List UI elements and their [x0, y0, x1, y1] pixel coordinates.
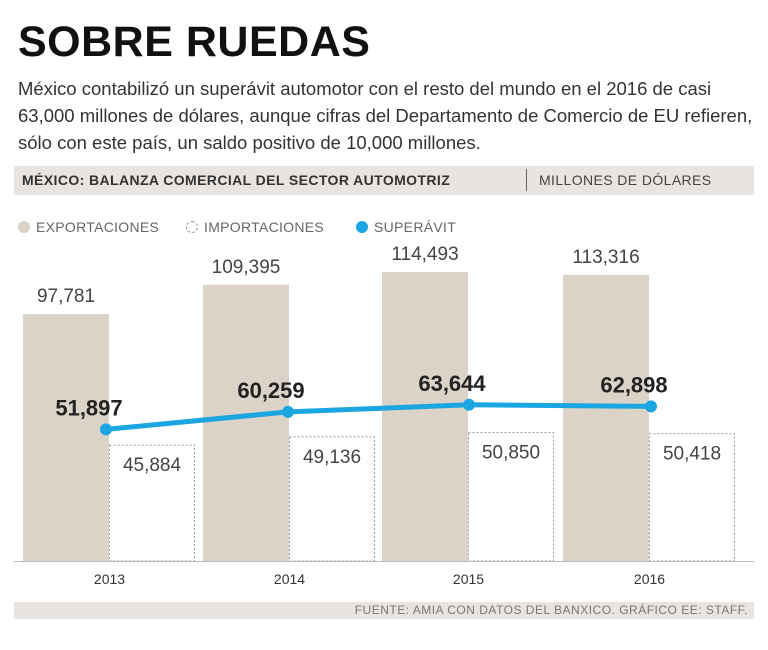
- import-bar-2016: [649, 433, 735, 562]
- legend-swatch-surplus: [356, 221, 368, 233]
- legend-item-surplus: SUPERÁVIT: [356, 219, 456, 235]
- surplus-point-2015: [463, 398, 475, 411]
- source-note: FUENTE: AMIA CON DATOS DEL BANXICO. GRÁF…: [354, 603, 748, 617]
- chart-header-unit: MILLONES DE DÓLARES: [539, 172, 712, 188]
- surplus-point-2016: [645, 400, 657, 413]
- surplus-value-label-2016: 62,898: [600, 372, 667, 397]
- chart-header-title: MÉXICO: BALANZA COMERCIAL DEL SECTOR AUT…: [22, 172, 451, 188]
- export-value-label-2016: 113,316: [572, 247, 639, 268]
- legend-label-surplus: SUPERÁVIT: [374, 219, 457, 235]
- export-value-label-2015: 114,493: [391, 244, 458, 265]
- surplus-value-label-2015: 63,644: [418, 371, 486, 396]
- legend-label-exports: EXPORTACIONES: [36, 219, 160, 235]
- export-bar-2013: [23, 314, 109, 561]
- x-tick-label-2015: 2015: [453, 571, 484, 587]
- x-tick-label-2014: 2014: [274, 571, 305, 587]
- import-value-label-2016: 50,418: [663, 444, 721, 465]
- export-bar-2015: [382, 271, 468, 561]
- x-tick-label-2016: 2016: [634, 571, 665, 587]
- legend-label-imports: IMPORTACIONES: [204, 219, 325, 235]
- legend-swatch-exports: [18, 221, 30, 233]
- header-divider: [526, 169, 527, 191]
- surplus-line: [105, 402, 652, 432]
- import-value-label-2015: 50,850: [482, 443, 540, 464]
- import-bar-2014: [289, 436, 375, 562]
- legend-item-exports: EXPORTACIONES: [18, 219, 159, 235]
- import-bar-2013: [109, 444, 195, 562]
- import-value-label-2014: 49,136: [303, 447, 361, 468]
- import-bar-2015: [468, 432, 554, 562]
- export-value-label-2013: 97,781: [37, 286, 95, 307]
- import-value-label-2013: 45,884: [123, 455, 182, 476]
- footer-bar: FUENTE: AMIA CON DATOS DEL BANXICO. GRÁF…: [14, 602, 754, 619]
- legend-item-imports: IMPORTACIONES: [186, 219, 324, 235]
- export-bar-2014: [203, 284, 289, 561]
- export-value-label-2014: 109,395: [212, 257, 281, 278]
- surplus-value-label-2014: 60,259: [237, 378, 304, 403]
- legend-swatch-imports: [186, 221, 198, 233]
- chart-subtitle: México contabilizó un superávit automoto…: [18, 78, 753, 153]
- surplus-point-2014: [282, 405, 294, 418]
- chart-header-bar: MÉXICO: BALANZA COMERCIAL DEL SECTOR AUT…: [14, 166, 754, 195]
- surplus-value-label-2013: 51,897: [55, 395, 122, 420]
- surplus-point-2013: [100, 423, 112, 436]
- export-bar-2016: [563, 274, 649, 561]
- x-tick-label-2013: 2013: [94, 571, 125, 587]
- chart-title: SOBRE RUEDAS: [18, 18, 371, 66]
